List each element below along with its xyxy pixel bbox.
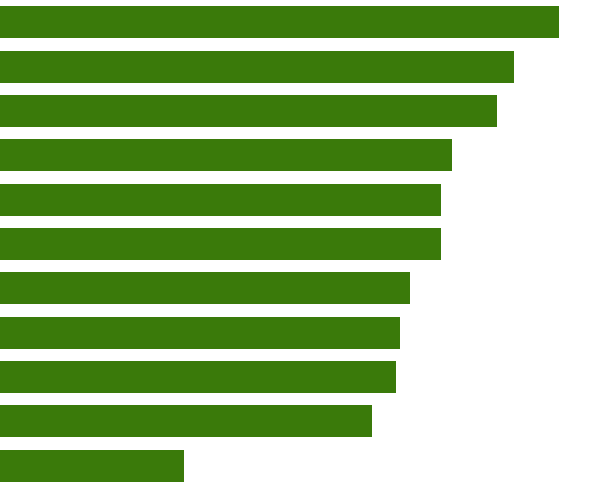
Bar: [0, 272, 410, 305]
Bar: [0, 6, 559, 38]
Bar: [0, 406, 371, 437]
Bar: [0, 95, 497, 127]
Bar: [0, 361, 396, 393]
Bar: [0, 228, 441, 260]
Bar: [0, 51, 514, 82]
Bar: [0, 317, 399, 349]
Bar: [0, 139, 452, 171]
Bar: [0, 450, 184, 482]
Bar: [0, 183, 441, 216]
